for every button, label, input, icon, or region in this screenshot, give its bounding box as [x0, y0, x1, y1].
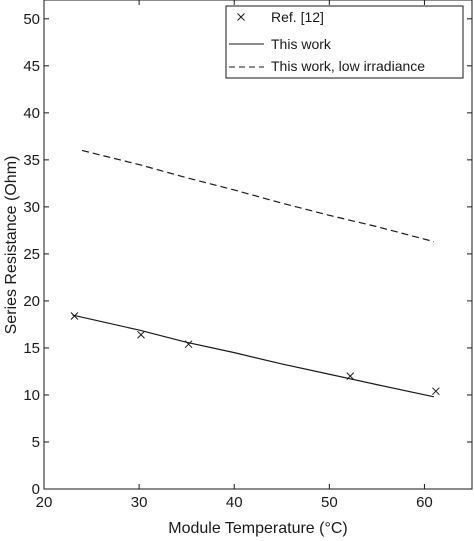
plot-area	[43, 0, 473, 490]
legend-entry-low-irradiance: This work, low irradiance	[229, 58, 425, 74]
x-tick-label: 60	[416, 494, 433, 511]
y-axis-label: Series Resistance (Ohm)	[3, 156, 20, 335]
legend: Ref. [12] This work This work, low irrad…	[225, 5, 464, 79]
y-tick-label: 5	[32, 434, 40, 451]
legend-label-ref12: Ref. [12]	[271, 9, 324, 25]
x-tick-label: 50	[321, 494, 338, 511]
ref12-data-point	[432, 387, 440, 396]
y-tick-label: 45	[23, 58, 40, 75]
legend-entry-ref12: Ref. [12]	[237, 9, 324, 25]
this-work-series-line	[72, 314, 435, 398]
y-tick-label: 50	[23, 11, 40, 28]
tick-layer: 20 30 40 50 60 0 5 10 15 20 25 30 35 40 45 50	[23, 0, 472, 511]
low-irradiance-series-line	[81, 149, 435, 243]
y-tick-label: 0	[32, 481, 40, 498]
legend-label-this-work: This work	[271, 36, 332, 52]
x-tick-label: 40	[226, 494, 243, 511]
y-tick-label: 25	[23, 246, 40, 263]
y-tick-label: 30	[23, 199, 40, 216]
x-tick-label: 20	[36, 494, 53, 511]
y-tick-label: 20	[23, 293, 40, 310]
legend-label-low-irradiance: This work, low irradiance	[271, 58, 425, 74]
x-tick-label: 30	[131, 494, 148, 511]
y-tick-label: 15	[23, 340, 40, 357]
y-tick-label: 35	[23, 152, 40, 169]
y-tick-label: 40	[23, 105, 40, 122]
plot-frame	[43, 0, 473, 490]
ref12-data-point	[137, 330, 145, 339]
legend-x-marker	[237, 13, 245, 21]
series-layer	[70, 149, 440, 398]
y-tick-label: 10	[23, 387, 40, 404]
legend-entry-this-work: This work	[229, 36, 332, 52]
legend-box	[225, 5, 464, 79]
x-axis-label: Module Temperature (°C)	[168, 520, 348, 537]
